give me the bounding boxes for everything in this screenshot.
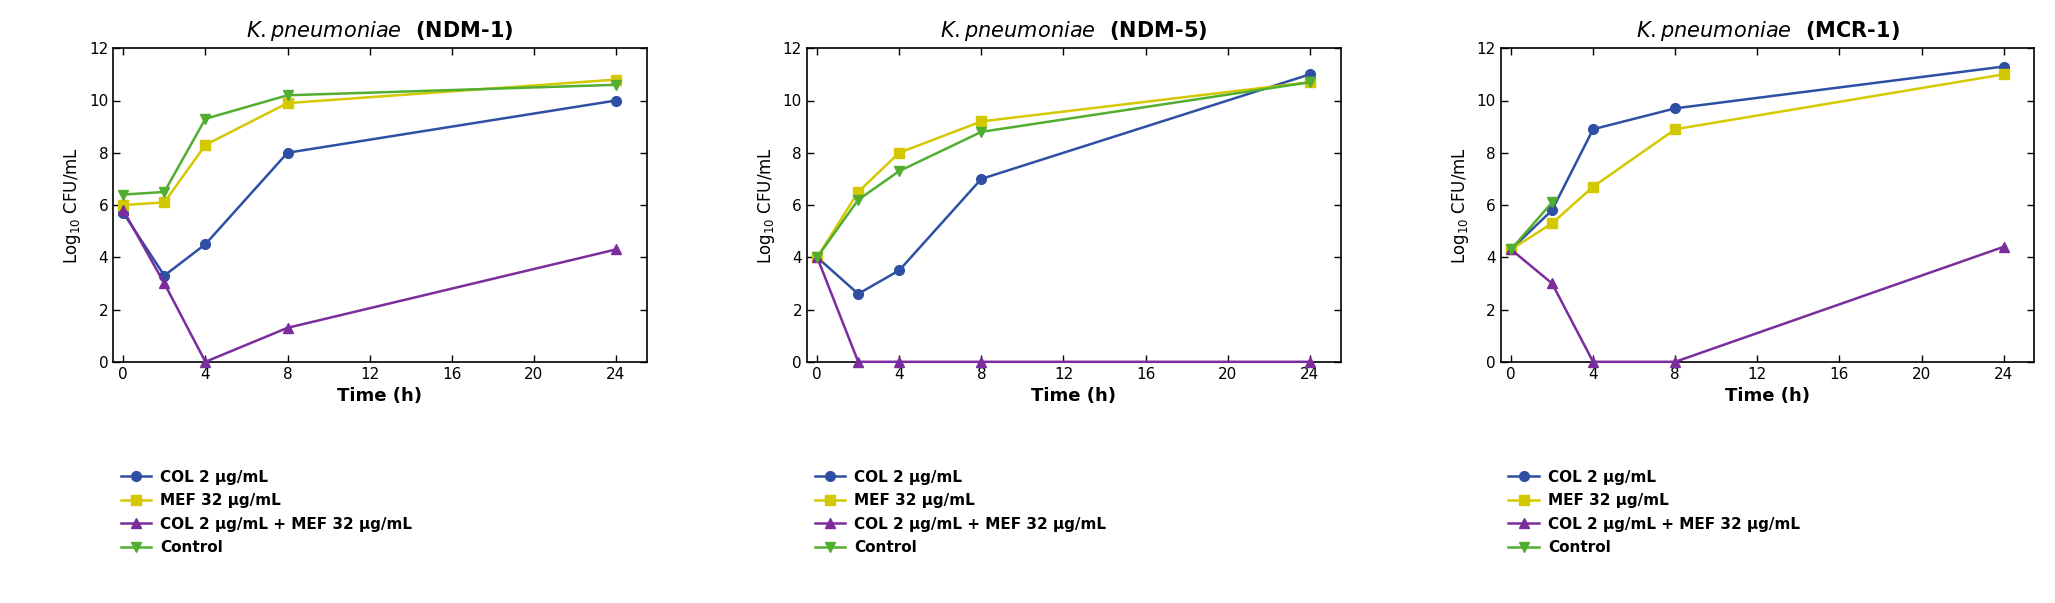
COL 2 μg/mL xyxy=(1539,207,1564,214)
Line: Control: Control xyxy=(812,77,1315,262)
X-axis label: Time (h): Time (h) xyxy=(1724,387,1810,405)
Legend: COL 2 μg/mL, MEF 32 μg/mL, COL 2 μg/mL + MEF 32 μg/mL, Control: COL 2 μg/mL, MEF 32 μg/mL, COL 2 μg/mL +… xyxy=(1508,470,1800,555)
MEF 32 μg/mL xyxy=(1580,183,1605,191)
Control xyxy=(888,168,912,175)
COL 2 μg/mL + MEF 32 μg/mL xyxy=(1580,358,1605,365)
Legend: COL 2 μg/mL, MEF 32 μg/mL, COL 2 μg/mL + MEF 32 μg/mL, Control: COL 2 μg/mL, MEF 32 μg/mL, COL 2 μg/mL +… xyxy=(121,470,413,555)
Y-axis label: Log$_{10}$ CFU/mL: Log$_{10}$ CFU/mL xyxy=(62,147,84,264)
COL 2 μg/mL xyxy=(806,254,830,261)
Y-axis label: Log$_{10}$ CFU/mL: Log$_{10}$ CFU/mL xyxy=(1451,147,1471,264)
COL 2 μg/mL xyxy=(152,272,177,279)
Line: COL 2 μg/mL: COL 2 μg/mL xyxy=(812,69,1315,298)
COL 2 μg/mL xyxy=(275,149,300,156)
MEF 32 μg/mL xyxy=(111,201,136,209)
Control xyxy=(1297,78,1321,86)
COL 2 μg/mL + MEF 32 μg/mL xyxy=(1991,243,2016,250)
MEF 32 μg/mL xyxy=(275,99,300,107)
X-axis label: Time (h): Time (h) xyxy=(1032,387,1116,405)
MEF 32 μg/mL xyxy=(970,118,995,125)
MEF 32 μg/mL xyxy=(1297,78,1321,86)
COL 2 μg/mL xyxy=(1662,105,1687,112)
Control xyxy=(604,81,629,89)
COL 2 μg/mL + MEF 32 μg/mL xyxy=(970,358,995,365)
Title: $\it{K.pneumoniae}$  (NDM-1): $\it{K.pneumoniae}$ (NDM-1) xyxy=(247,19,514,43)
MEF 32 μg/mL xyxy=(152,199,177,206)
COL 2 μg/mL xyxy=(1991,63,2016,70)
COL 2 μg/mL + MEF 32 μg/mL xyxy=(1662,358,1687,365)
COL 2 μg/mL xyxy=(193,241,218,248)
Line: COL 2 μg/mL + MEF 32 μg/mL: COL 2 μg/mL + MEF 32 μg/mL xyxy=(119,206,621,367)
Control xyxy=(970,128,995,136)
COL 2 μg/mL + MEF 32 μg/mL xyxy=(1498,246,1523,253)
Control xyxy=(847,196,871,203)
MEF 32 μg/mL xyxy=(806,254,830,261)
COL 2 μg/mL xyxy=(1498,246,1523,253)
Line: MEF 32 μg/mL: MEF 32 μg/mL xyxy=(1506,69,2008,254)
Control xyxy=(111,191,136,198)
COL 2 μg/mL xyxy=(111,209,136,216)
Control xyxy=(193,115,218,122)
MEF 32 μg/mL xyxy=(1539,219,1564,227)
Line: Control: Control xyxy=(1506,198,1558,254)
COL 2 μg/mL xyxy=(888,267,912,274)
Line: COL 2 μg/mL + MEF 32 μg/mL: COL 2 μg/mL + MEF 32 μg/mL xyxy=(1506,242,2008,367)
Y-axis label: Log$_{10}$ CFU/mL: Log$_{10}$ CFU/mL xyxy=(756,147,777,264)
MEF 32 μg/mL xyxy=(193,141,218,148)
COL 2 μg/mL + MEF 32 μg/mL xyxy=(888,358,912,365)
Control xyxy=(152,188,177,195)
MEF 32 μg/mL xyxy=(888,149,912,156)
COL 2 μg/mL + MEF 32 μg/mL xyxy=(847,358,871,365)
Line: Control: Control xyxy=(119,80,621,200)
MEF 32 μg/mL xyxy=(1662,125,1687,133)
X-axis label: Time (h): Time (h) xyxy=(337,387,423,405)
Line: COL 2 μg/mL + MEF 32 μg/mL: COL 2 μg/mL + MEF 32 μg/mL xyxy=(812,253,1315,367)
COL 2 μg/mL + MEF 32 μg/mL xyxy=(1297,358,1321,365)
Title: $\it{K.pneumoniae}$  (NDM-5): $\it{K.pneumoniae}$ (NDM-5) xyxy=(939,19,1208,43)
Control xyxy=(1498,246,1523,253)
COL 2 μg/mL + MEF 32 μg/mL xyxy=(806,254,830,261)
COL 2 μg/mL + MEF 32 μg/mL xyxy=(275,324,300,332)
Title: $\it{K.pneumoniae}$  (MCR-1): $\it{K.pneumoniae}$ (MCR-1) xyxy=(1636,19,1899,43)
Control xyxy=(275,92,300,99)
Line: MEF 32 μg/mL: MEF 32 μg/mL xyxy=(812,77,1315,262)
MEF 32 μg/mL xyxy=(1498,246,1523,253)
COL 2 μg/mL xyxy=(1297,71,1321,78)
MEF 32 μg/mL xyxy=(1991,71,2016,78)
COL 2 μg/mL + MEF 32 μg/mL xyxy=(604,246,629,253)
COL 2 μg/mL xyxy=(847,290,871,297)
COL 2 μg/mL xyxy=(604,97,629,104)
Line: COL 2 μg/mL: COL 2 μg/mL xyxy=(1506,62,2008,254)
COL 2 μg/mL + MEF 32 μg/mL xyxy=(111,207,136,214)
MEF 32 μg/mL xyxy=(847,188,871,195)
MEF 32 μg/mL xyxy=(604,76,629,83)
COL 2 μg/mL xyxy=(1580,125,1605,133)
Legend: COL 2 μg/mL, MEF 32 μg/mL, COL 2 μg/mL + MEF 32 μg/mL, Control: COL 2 μg/mL, MEF 32 μg/mL, COL 2 μg/mL +… xyxy=(814,470,1106,555)
Line: COL 2 μg/mL: COL 2 μg/mL xyxy=(119,96,621,280)
Control xyxy=(806,254,830,261)
COL 2 μg/mL + MEF 32 μg/mL xyxy=(193,358,218,365)
Line: MEF 32 μg/mL: MEF 32 μg/mL xyxy=(119,75,621,210)
COL 2 μg/mL + MEF 32 μg/mL xyxy=(1539,280,1564,287)
COL 2 μg/mL xyxy=(970,175,995,183)
Control xyxy=(1539,199,1564,206)
COL 2 μg/mL + MEF 32 μg/mL xyxy=(152,280,177,287)
